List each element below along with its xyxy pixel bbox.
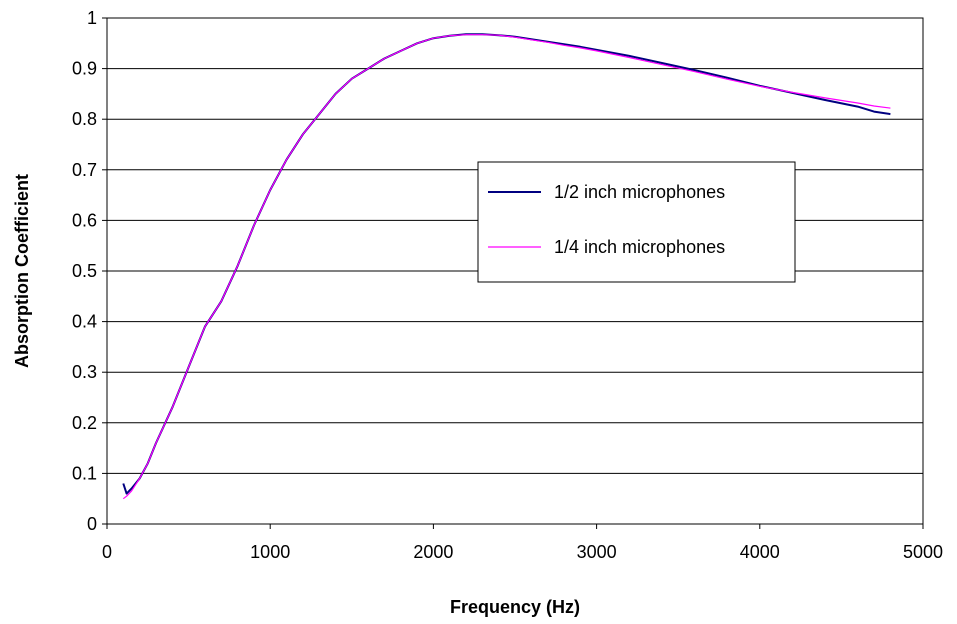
x-axis-label: Frequency (Hz) bbox=[450, 597, 580, 617]
y-tick-label: 0.6 bbox=[72, 210, 97, 230]
y-tick-label: 0.9 bbox=[72, 59, 97, 79]
x-tick-label: 4000 bbox=[740, 542, 780, 562]
series-line-2 bbox=[122, 34, 891, 500]
y-tick-label: 0.8 bbox=[72, 109, 97, 129]
x-tick-label: 1000 bbox=[250, 542, 290, 562]
x-tick-label: 5000 bbox=[903, 542, 943, 562]
y-axis-ticks: 0 0.1 0.2 0.3 0.4 0.5 0.6 0.7 0.8 0.9 1 bbox=[72, 8, 107, 534]
legend: 1/2 inch microphones 1/4 inch microphones bbox=[477, 161, 796, 283]
x-axis-ticks: 0 1000 2000 3000 4000 5000 bbox=[102, 524, 943, 562]
x-tick-label: 2000 bbox=[413, 542, 453, 562]
series-lines bbox=[122, 33, 891, 500]
y-tick-label: 0 bbox=[87, 514, 97, 534]
y-tick-label: 0.3 bbox=[72, 362, 97, 382]
y-tick-label: 0.4 bbox=[72, 312, 97, 332]
legend-entry-1: 1/2 inch microphones bbox=[554, 182, 725, 202]
legend-entry-2: 1/4 inch microphones bbox=[554, 237, 725, 257]
y-tick-label: 0.5 bbox=[72, 261, 97, 281]
y-tick-label: 1 bbox=[87, 8, 97, 28]
x-tick-label: 3000 bbox=[577, 542, 617, 562]
legend-box bbox=[477, 161, 796, 283]
y-tick-label: 0.7 bbox=[72, 160, 97, 180]
y-axis-label: Absorption Coefficient bbox=[12, 174, 32, 368]
y-tick-label: 0.2 bbox=[72, 413, 97, 433]
y-tick-label: 0.1 bbox=[72, 463, 97, 483]
x-tick-label: 0 bbox=[102, 542, 112, 562]
